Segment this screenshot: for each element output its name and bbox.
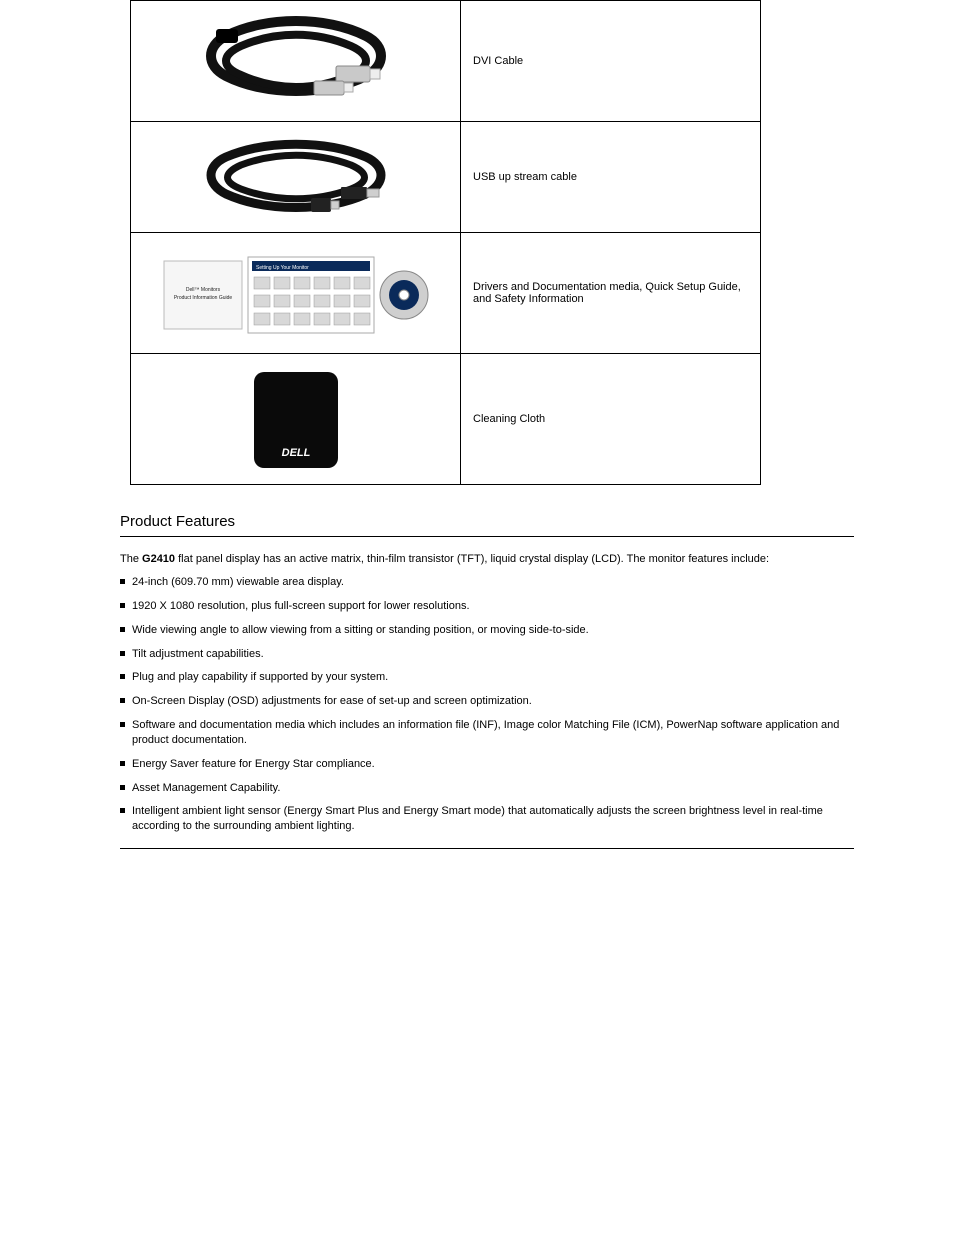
table-cell-label: Drivers and Documentation media, Quick S… — [473, 281, 741, 305]
list-item: Software and documentation media which i… — [120, 718, 854, 748]
product-features-intro: The G2410 flat panel display has an acti… — [120, 553, 854, 565]
table-row: DELL Cleaning Cloth — [131, 354, 761, 485]
section-rule-bottom — [120, 848, 854, 849]
list-item: 1920 X 1080 resolution, plus full-screen… — [120, 599, 854, 614]
svg-text:Product Information Guide: Product Information Guide — [173, 295, 232, 301]
list-item: Plug and play capability if supported by… — [120, 670, 854, 685]
product-features-heading: Product Features — [120, 513, 854, 530]
table-cell-label: Cleaning Cloth — [473, 413, 545, 425]
table-row: USB up stream cable — [131, 122, 761, 233]
list-item: Asset Management Capability. — [120, 781, 854, 796]
usb-cable-image — [191, 132, 401, 222]
table-row: Dell™ Monitors Product Information Guide… — [131, 233, 761, 354]
package-contents-table: DVI Cable USB up stream cable — [130, 0, 761, 485]
table-row: DVI Cable — [131, 1, 761, 122]
cleaning-cloth-image: DELL — [236, 364, 356, 474]
model-name: G2410 — [142, 553, 175, 565]
svg-text:Dell™ Monitors: Dell™ Monitors — [185, 287, 220, 293]
list-item: Tilt adjustment capabilities. — [120, 647, 854, 662]
list-item: 24-inch (609.70 mm) viewable area displa… — [120, 575, 854, 590]
list-item: Intelligent ambient light sensor (Energy… — [120, 804, 854, 834]
dvi-cable-image — [186, 11, 406, 111]
list-item: On-Screen Display (OSD) adjustments for … — [120, 694, 854, 709]
table-cell-label: USB up stream cable — [473, 171, 577, 183]
product-features-list: 24-inch (609.70 mm) viewable area displa… — [120, 575, 854, 834]
section-rule — [120, 536, 854, 537]
table-cell-label: DVI Cable — [473, 55, 523, 67]
documentation-image: Dell™ Monitors Product Information Guide… — [156, 243, 436, 343]
list-item: Energy Saver feature for Energy Star com… — [120, 757, 854, 772]
svg-text:DELL: DELL — [281, 447, 310, 459]
list-item: Wide viewing angle to allow viewing from… — [120, 623, 854, 638]
svg-text:Setting Up Your Monitor: Setting Up Your Monitor — [256, 265, 309, 271]
